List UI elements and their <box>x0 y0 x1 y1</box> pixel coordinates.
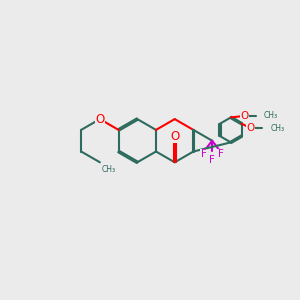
Text: F: F <box>209 155 215 165</box>
Text: O: O <box>240 111 248 121</box>
Text: F: F <box>218 149 224 159</box>
Text: O: O <box>170 130 179 143</box>
Text: CH₃: CH₃ <box>270 124 284 133</box>
Text: O: O <box>95 112 104 126</box>
Text: CH₃: CH₃ <box>264 111 278 120</box>
Text: F: F <box>201 149 207 159</box>
Text: O: O <box>247 123 255 133</box>
Text: CH₃: CH₃ <box>101 165 116 174</box>
